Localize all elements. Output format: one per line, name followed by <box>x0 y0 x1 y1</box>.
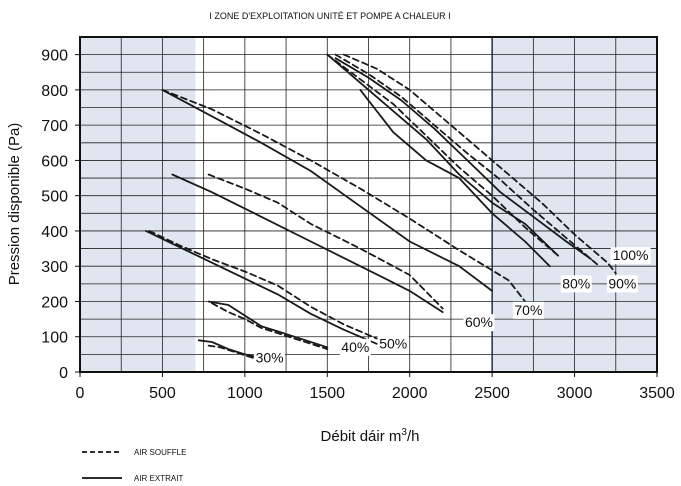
x-tick-label: 1500 <box>309 385 345 402</box>
curve-label-bg <box>377 335 409 353</box>
curve-label-40pct: 40% <box>341 339 369 355</box>
y-axis-label: Pression disponible (Pa) <box>6 123 23 286</box>
curve-label-bg <box>339 338 371 356</box>
curve-label-30pct: 30% <box>256 349 284 365</box>
y-tick-label: 0 <box>59 365 68 382</box>
x-tick-label: 3000 <box>557 385 593 402</box>
series-line-70pct-solid <box>161 89 494 292</box>
series-line-50pct-dashed <box>148 229 378 340</box>
legend-air-souffle: AIR SOUFFLE <box>134 448 186 457</box>
y-tick-label: 500 <box>41 189 68 206</box>
y-tick-label: 400 <box>41 224 68 241</box>
curve-label-60pct: 60% <box>465 314 493 330</box>
series-line-30pct-dashed <box>207 344 263 361</box>
series-line-80pct-solid <box>359 89 551 268</box>
y-tick-label: 800 <box>41 83 68 100</box>
series-line-60pct-solid <box>171 173 444 314</box>
series-line-100pct-dashed <box>342 53 617 275</box>
series-line-50pct-solid <box>144 229 378 345</box>
curve-label-bg <box>254 349 286 367</box>
y-tick-label: 100 <box>41 330 68 347</box>
curve-label-bg <box>512 301 544 319</box>
tick-labels: 0 500 1000 1500 2000 2500 3000 3500 0 100 200 300 40… <box>41 48 675 402</box>
curve-label-90pct: 90% <box>608 275 636 291</box>
y-tick-label: 200 <box>41 294 68 311</box>
curve-labels: 30% 40% 50% 60% 70% 80% 90% 100% <box>254 247 651 367</box>
x-tick-label: 500 <box>149 385 176 402</box>
y-tick-label: 900 <box>41 48 68 65</box>
series-line-90pct-dashed <box>334 53 601 268</box>
y-tick-label: 600 <box>41 153 68 170</box>
series-line-80pct-dashed <box>326 53 559 257</box>
series-group <box>144 53 617 361</box>
x-tick-label: 2500 <box>474 385 510 402</box>
x-axis-label-tail: /h <box>407 428 420 445</box>
series-line-90pct-solid <box>326 53 559 257</box>
y-tick-label: 300 <box>41 259 68 276</box>
series-line-60pct-dashed <box>207 173 444 310</box>
plot-frame <box>79 36 658 373</box>
legend: AIR SOUFFLE AIR EXTRAIT <box>82 448 186 483</box>
curve-label-50pct: 50% <box>379 335 407 351</box>
x-axis-label: Débit dáir m3/h <box>321 427 420 445</box>
curve-label-100pct: 100% <box>613 247 649 263</box>
curve-label-bg <box>610 247 651 265</box>
x-tick-label: 1000 <box>227 385 263 402</box>
chart-title: I ZONE D'EXPLOITATION UNITÉ ET POMPE A C… <box>209 11 450 21</box>
shaded-zone-0 <box>80 37 196 372</box>
curve-label-70pct: 70% <box>514 302 542 318</box>
x-tick-label: 0 <box>76 385 85 402</box>
series-line-70pct-dashed <box>161 89 526 303</box>
x-tick-label: 2000 <box>392 385 428 402</box>
legend-air-extrait: AIR EXTRAIT <box>134 474 183 483</box>
y-tick-label: 700 <box>41 118 68 135</box>
curve-label-80pct: 80% <box>562 275 590 291</box>
curve-label-bg <box>463 314 495 332</box>
series-line-40pct-dashed <box>210 302 329 351</box>
curve-label-bg <box>606 275 638 293</box>
x-axis-label-main: Débit dáir m <box>321 428 402 445</box>
series-line-40pct-solid <box>207 300 329 349</box>
series-line-100pct-solid <box>334 57 592 261</box>
x-tick-label: 3500 <box>639 385 675 402</box>
curve-label-bg <box>560 275 592 293</box>
series-line-30pct-solid <box>197 339 263 359</box>
x-axis-label-exponent: 3 <box>401 427 407 438</box>
